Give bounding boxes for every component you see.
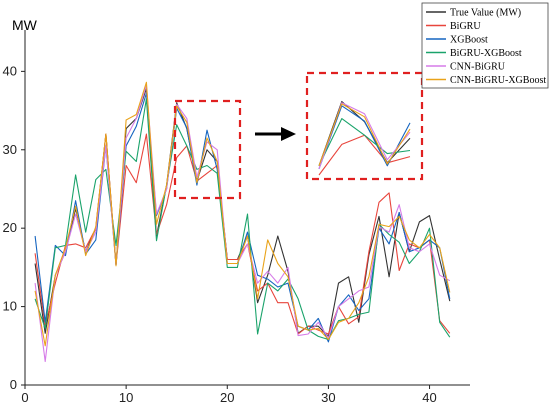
zoom-inset-box xyxy=(305,71,424,181)
x-tick-label: 20 xyxy=(220,390,234,405)
x-tick-label: 10 xyxy=(119,390,133,405)
inset-series-line-5 xyxy=(318,103,411,166)
zoom-inset xyxy=(173,71,424,200)
y-tick-label: 0 xyxy=(10,377,17,392)
axes: 0 10 20 30 40 0 10 20 30 40 xyxy=(3,30,470,405)
y-tick-label: 40 xyxy=(3,63,17,78)
series-line-3 xyxy=(34,98,451,341)
y-tick-label: 20 xyxy=(3,220,17,235)
zoom-source-box xyxy=(173,99,242,200)
legend-label-5: CNN-BiGRU-XGBoost xyxy=(450,75,546,86)
legend-label-1: BiGRU xyxy=(450,21,481,32)
y-tick-label: 10 xyxy=(3,299,17,314)
series-line-4 xyxy=(34,84,451,363)
legend-label-0: True Value (MW) xyxy=(450,8,521,19)
legend-label-3: BiGRU-XGBoost xyxy=(450,48,522,59)
legend: True Value (MW) BiGRU XGBoost BiGRU-XGBoost… xyxy=(421,2,549,89)
x-tick-label: 30 xyxy=(321,390,335,405)
legend-label-4: CNN-BiGRU xyxy=(450,62,506,73)
y-axis-label: MW xyxy=(12,17,38,33)
zoom-arrow-head xyxy=(281,127,296,141)
legend-label-2: XGBoost xyxy=(450,35,488,46)
y-tick-label: 30 xyxy=(3,142,17,157)
legend-box xyxy=(421,2,549,89)
x-tick-label: 40 xyxy=(422,390,436,405)
x-tick-label: 0 xyxy=(21,390,28,405)
series-line-5 xyxy=(34,81,451,347)
series-layer xyxy=(34,81,451,363)
